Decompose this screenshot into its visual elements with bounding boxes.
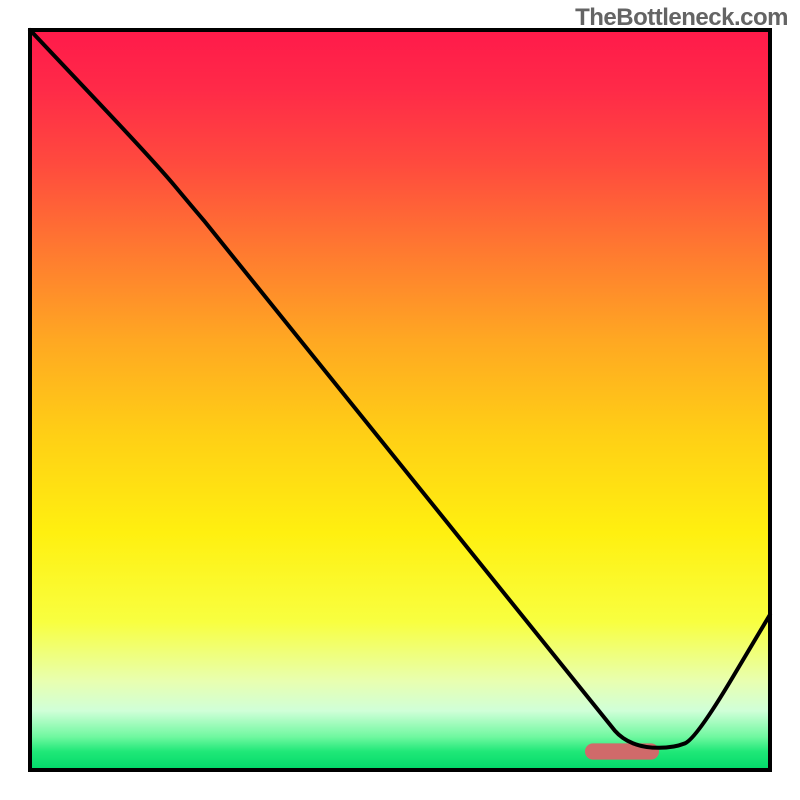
chart-container: TheBottleneck.com: [0, 0, 800, 800]
watermark-text: TheBottleneck.com: [575, 4, 788, 32]
bottleneck-chart: [0, 0, 800, 800]
